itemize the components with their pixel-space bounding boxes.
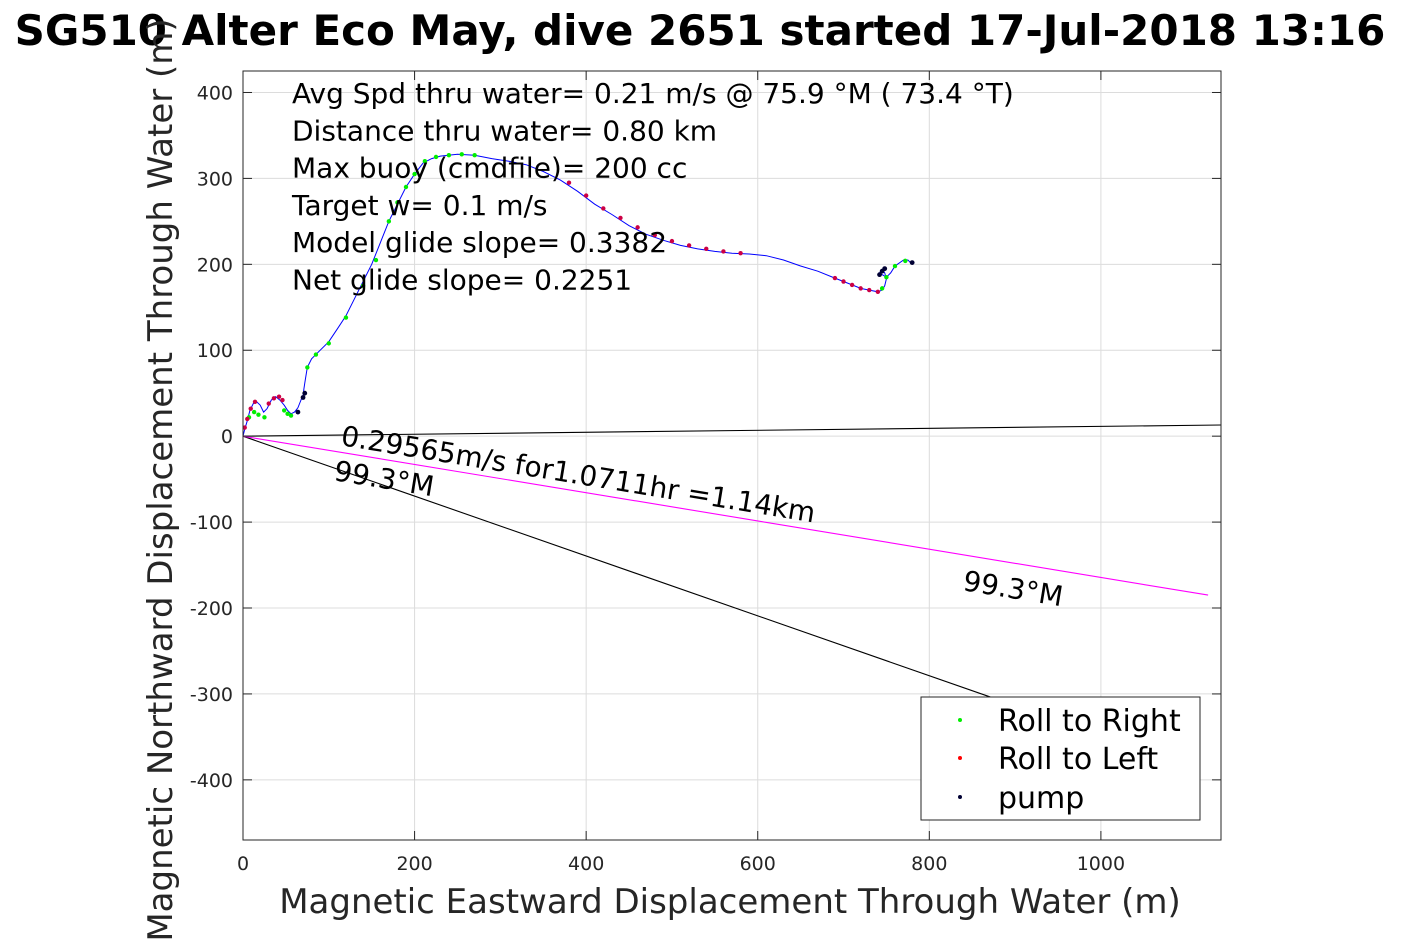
annotations: Avg Spd thru water= 0.21 m/s @ 75.9 °M (… (291, 77, 1014, 297)
roll-to-right-point (281, 408, 287, 413)
plot-frame (242, 70, 1222, 841)
roll-to-left-point (601, 206, 606, 211)
roll-to-left-point (266, 401, 271, 406)
roll-to-right-point (422, 159, 428, 164)
roll-to-right-point (433, 154, 439, 160)
annotation-target-w: Target w= 0.1 m/s (291, 189, 548, 222)
roll-to-right-point (892, 263, 898, 269)
legend-box (920, 696, 1201, 821)
legend-label-pump: pump (998, 781, 1084, 816)
roll-to-right-point (256, 412, 261, 417)
roll-to-right-point (884, 275, 889, 280)
x-tick-label: 0 (237, 853, 249, 875)
roll-to-left-point (721, 249, 726, 254)
annotation-net-glide: Net glide slope= 0.2251 (292, 264, 632, 297)
y-tick-label: 100 (197, 340, 233, 362)
y-tick-label: 300 (197, 168, 233, 190)
roll-to-left-point (738, 250, 743, 256)
legend-label-roll-right: Roll to Right (998, 704, 1181, 739)
y-tick-label: -300 (190, 684, 233, 706)
points-layer (242, 152, 915, 430)
roll-to-left-point (242, 425, 247, 430)
roll-to-left-point (245, 416, 250, 422)
roll-to-right-point (903, 258, 908, 264)
roll-to-left-point (849, 282, 855, 288)
x-tick-label: 1000 (1077, 853, 1125, 875)
roll-to-right-point (386, 219, 392, 224)
pump-point (302, 390, 308, 396)
x-tick-label: 200 (396, 853, 432, 875)
legend-marker-roll-left (958, 756, 962, 760)
y-tick-label: -400 (190, 770, 233, 792)
legend-marker-pump (958, 795, 962, 799)
y-tick-label: 0 (221, 426, 233, 448)
pump-point (300, 395, 306, 400)
annotation-max-buoy: Max buoy (cmdfile)= 200 cc (292, 152, 687, 185)
roll-to-right-point (472, 153, 477, 158)
chart-title: SG510 Alter Eco May, dive 2651 started 1… (15, 6, 1386, 55)
x-tick-label: 600 (740, 853, 776, 875)
annotation-avg-speed: Avg Spd thru water= 0.21 m/s @ 75.9 °M (… (292, 77, 1014, 110)
roll-to-right-point (285, 411, 290, 417)
y-tick-label: -200 (190, 598, 233, 620)
roll-to-left-point (832, 275, 838, 281)
y-axis-title: Magnetic Northward Displacement Through … (141, 18, 181, 941)
ticks: 0 200 400 600 800 1000 -400 -300 -200 -100 0 100 200… (190, 71, 1221, 875)
roll-to-right-point (305, 365, 310, 370)
y-tick-label: 200 (197, 254, 233, 276)
roll-to-left-point (867, 287, 872, 293)
x-tick-label: 800 (911, 853, 947, 875)
grid (242, 71, 1221, 840)
roll-to-left-point (704, 246, 709, 252)
roll-to-left-point (686, 243, 692, 248)
roll-to-right-point (459, 152, 464, 157)
legend-label-roll-left: Roll to Left (998, 742, 1158, 777)
pump-point (909, 260, 915, 266)
heading-label-lower: 99.3°M (961, 564, 1066, 613)
roll-to-left-point (271, 396, 277, 401)
roll-to-left-point (280, 397, 285, 403)
roll-to-right-point (373, 257, 379, 263)
x-axis-title: Magnetic Eastward Displacement Through W… (279, 882, 1181, 922)
series-heading-line-line (242, 424, 1222, 437)
roll-to-left-point (248, 406, 253, 411)
roll-to-left-point (669, 238, 675, 244)
pump-point (882, 266, 888, 272)
roll-to-right-point (412, 171, 417, 177)
roll-to-left-point (652, 232, 657, 238)
series-current-line-line (242, 435, 1209, 596)
roll-to-left-point (635, 225, 640, 230)
roll-to-right-point (403, 184, 409, 190)
roll-to-right-point (360, 283, 366, 289)
x-tick-label: 400 (568, 853, 604, 875)
roll-to-left-point (566, 180, 572, 185)
series-glide-line-line (242, 435, 994, 699)
roll-to-right-point (288, 413, 294, 418)
roll-to-right-point (326, 341, 331, 346)
pump-point (295, 409, 301, 415)
roll-to-right-point (879, 286, 885, 291)
roll-to-left-point (276, 394, 282, 399)
roll-to-right-point (313, 352, 319, 357)
roll-to-left-point (875, 289, 881, 295)
legend-marker-roll-right (958, 718, 962, 722)
y-tick-label: 400 (197, 82, 233, 104)
pump-point (877, 272, 882, 278)
annotation-model-glide: Model glide slope= 0.3382 (292, 226, 667, 259)
roll-to-right-point (262, 415, 267, 420)
annotation-distance: Distance thru water= 0.80 km (292, 114, 717, 147)
roll-to-left-point (583, 193, 589, 198)
roll-to-left-point (252, 399, 258, 404)
roll-to-left-point (841, 279, 846, 284)
roll-to-right-point (395, 200, 400, 205)
roll-to-left-point (618, 215, 623, 221)
roll-to-right-point (251, 409, 257, 415)
roll-to-right-point (343, 315, 349, 320)
legend: Roll to Right Roll to Left pump (920, 696, 1201, 821)
y-tick-label: -100 (190, 512, 233, 534)
roll-to-left-point (858, 286, 863, 291)
roll-to-right-point (446, 153, 452, 158)
